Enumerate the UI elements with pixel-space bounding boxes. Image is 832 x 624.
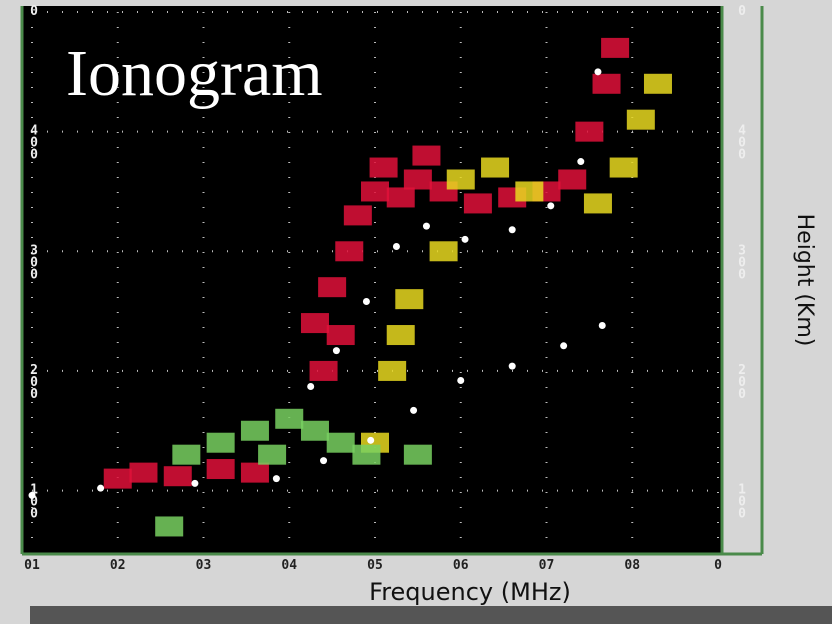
y-tick-label: 100	[27, 483, 42, 519]
trace-point	[461, 235, 469, 243]
y-tick-label: 200	[735, 363, 750, 399]
chart-title: Ionogram	[66, 37, 323, 110]
echo-point	[129, 462, 158, 483]
echo-point	[206, 459, 235, 480]
echo-point	[240, 462, 269, 483]
echo-point	[386, 325, 415, 346]
echo-point	[275, 408, 304, 429]
echo-point	[352, 444, 381, 465]
echo-point	[343, 205, 372, 226]
x-axis-label: Frequency (MHz)	[369, 578, 571, 606]
trace-point	[367, 436, 375, 444]
trace-point	[422, 222, 430, 230]
echo-point	[481, 157, 510, 178]
trace-point	[320, 457, 328, 465]
echo-point	[103, 468, 132, 489]
echo-point	[643, 73, 672, 94]
echo-point	[446, 169, 475, 190]
echo-point	[386, 187, 415, 208]
x-tick-label: 01	[24, 558, 40, 573]
echo-point	[592, 73, 621, 94]
echo-point	[558, 169, 587, 190]
trace-point	[191, 479, 199, 487]
trace-point	[560, 342, 568, 350]
echo-point	[326, 432, 355, 453]
x-tick-label: 03	[196, 558, 212, 573]
y-tick-label: 400	[27, 124, 42, 160]
echo-point	[583, 193, 612, 214]
echo-point	[395, 289, 424, 310]
echo-point	[163, 466, 192, 487]
trace-point	[598, 321, 606, 329]
echo-point	[335, 241, 364, 262]
y-tick-label: 0	[27, 4, 42, 16]
echo-point	[378, 360, 407, 381]
echo-point	[300, 420, 329, 441]
echo-point	[300, 313, 329, 334]
trace-point	[307, 382, 315, 390]
echo-point	[155, 516, 184, 537]
trace-point	[508, 226, 516, 234]
y-tick-label: 300	[735, 243, 750, 279]
trace-point	[577, 158, 585, 166]
trace-point	[392, 243, 400, 250]
x-tick-label: 07	[539, 558, 555, 573]
echo-point	[309, 360, 338, 381]
echo-point	[369, 157, 398, 178]
trace-point	[508, 362, 516, 370]
trace-point	[97, 484, 105, 492]
y-tick-label: 300	[27, 243, 42, 279]
trace-point	[362, 298, 370, 306]
trace-point	[594, 68, 602, 76]
echo-point	[318, 277, 347, 298]
echo-point	[626, 109, 655, 130]
x-tick-label: 02	[110, 558, 126, 573]
trace-point	[28, 491, 36, 499]
echo-point	[412, 145, 441, 166]
x-tick-label: 0	[714, 558, 722, 573]
echo-point	[429, 241, 458, 262]
echo-point	[515, 181, 544, 202]
echo-point	[258, 444, 287, 465]
echo-point	[172, 444, 201, 465]
echo-point	[361, 181, 389, 202]
trace-point	[272, 475, 280, 483]
y-tick-label: 0	[735, 4, 750, 16]
echo-point	[240, 420, 269, 441]
status-bar	[30, 606, 832, 624]
y-axis-label: Height (Km)	[792, 214, 817, 347]
echo-point	[403, 444, 432, 465]
echo-point	[463, 193, 492, 214]
trace-point	[332, 347, 340, 355]
x-tick-label: 04	[281, 558, 297, 573]
y-tick-label: 200	[27, 363, 42, 399]
x-tick-label: 08	[624, 558, 640, 573]
y-tick-label: 400	[735, 124, 750, 160]
echo-point	[609, 157, 638, 178]
echo-point	[601, 37, 630, 58]
trace-point	[457, 377, 465, 384]
echo-point	[403, 169, 432, 190]
trace-point	[410, 406, 418, 414]
trace-point	[547, 202, 555, 210]
echo-point	[326, 325, 355, 346]
x-tick-label: 05	[367, 558, 383, 573]
echo-point	[206, 432, 235, 453]
echo-point	[575, 121, 604, 142]
y-tick-label: 100	[735, 483, 750, 519]
x-tick-label: 06	[453, 558, 469, 573]
